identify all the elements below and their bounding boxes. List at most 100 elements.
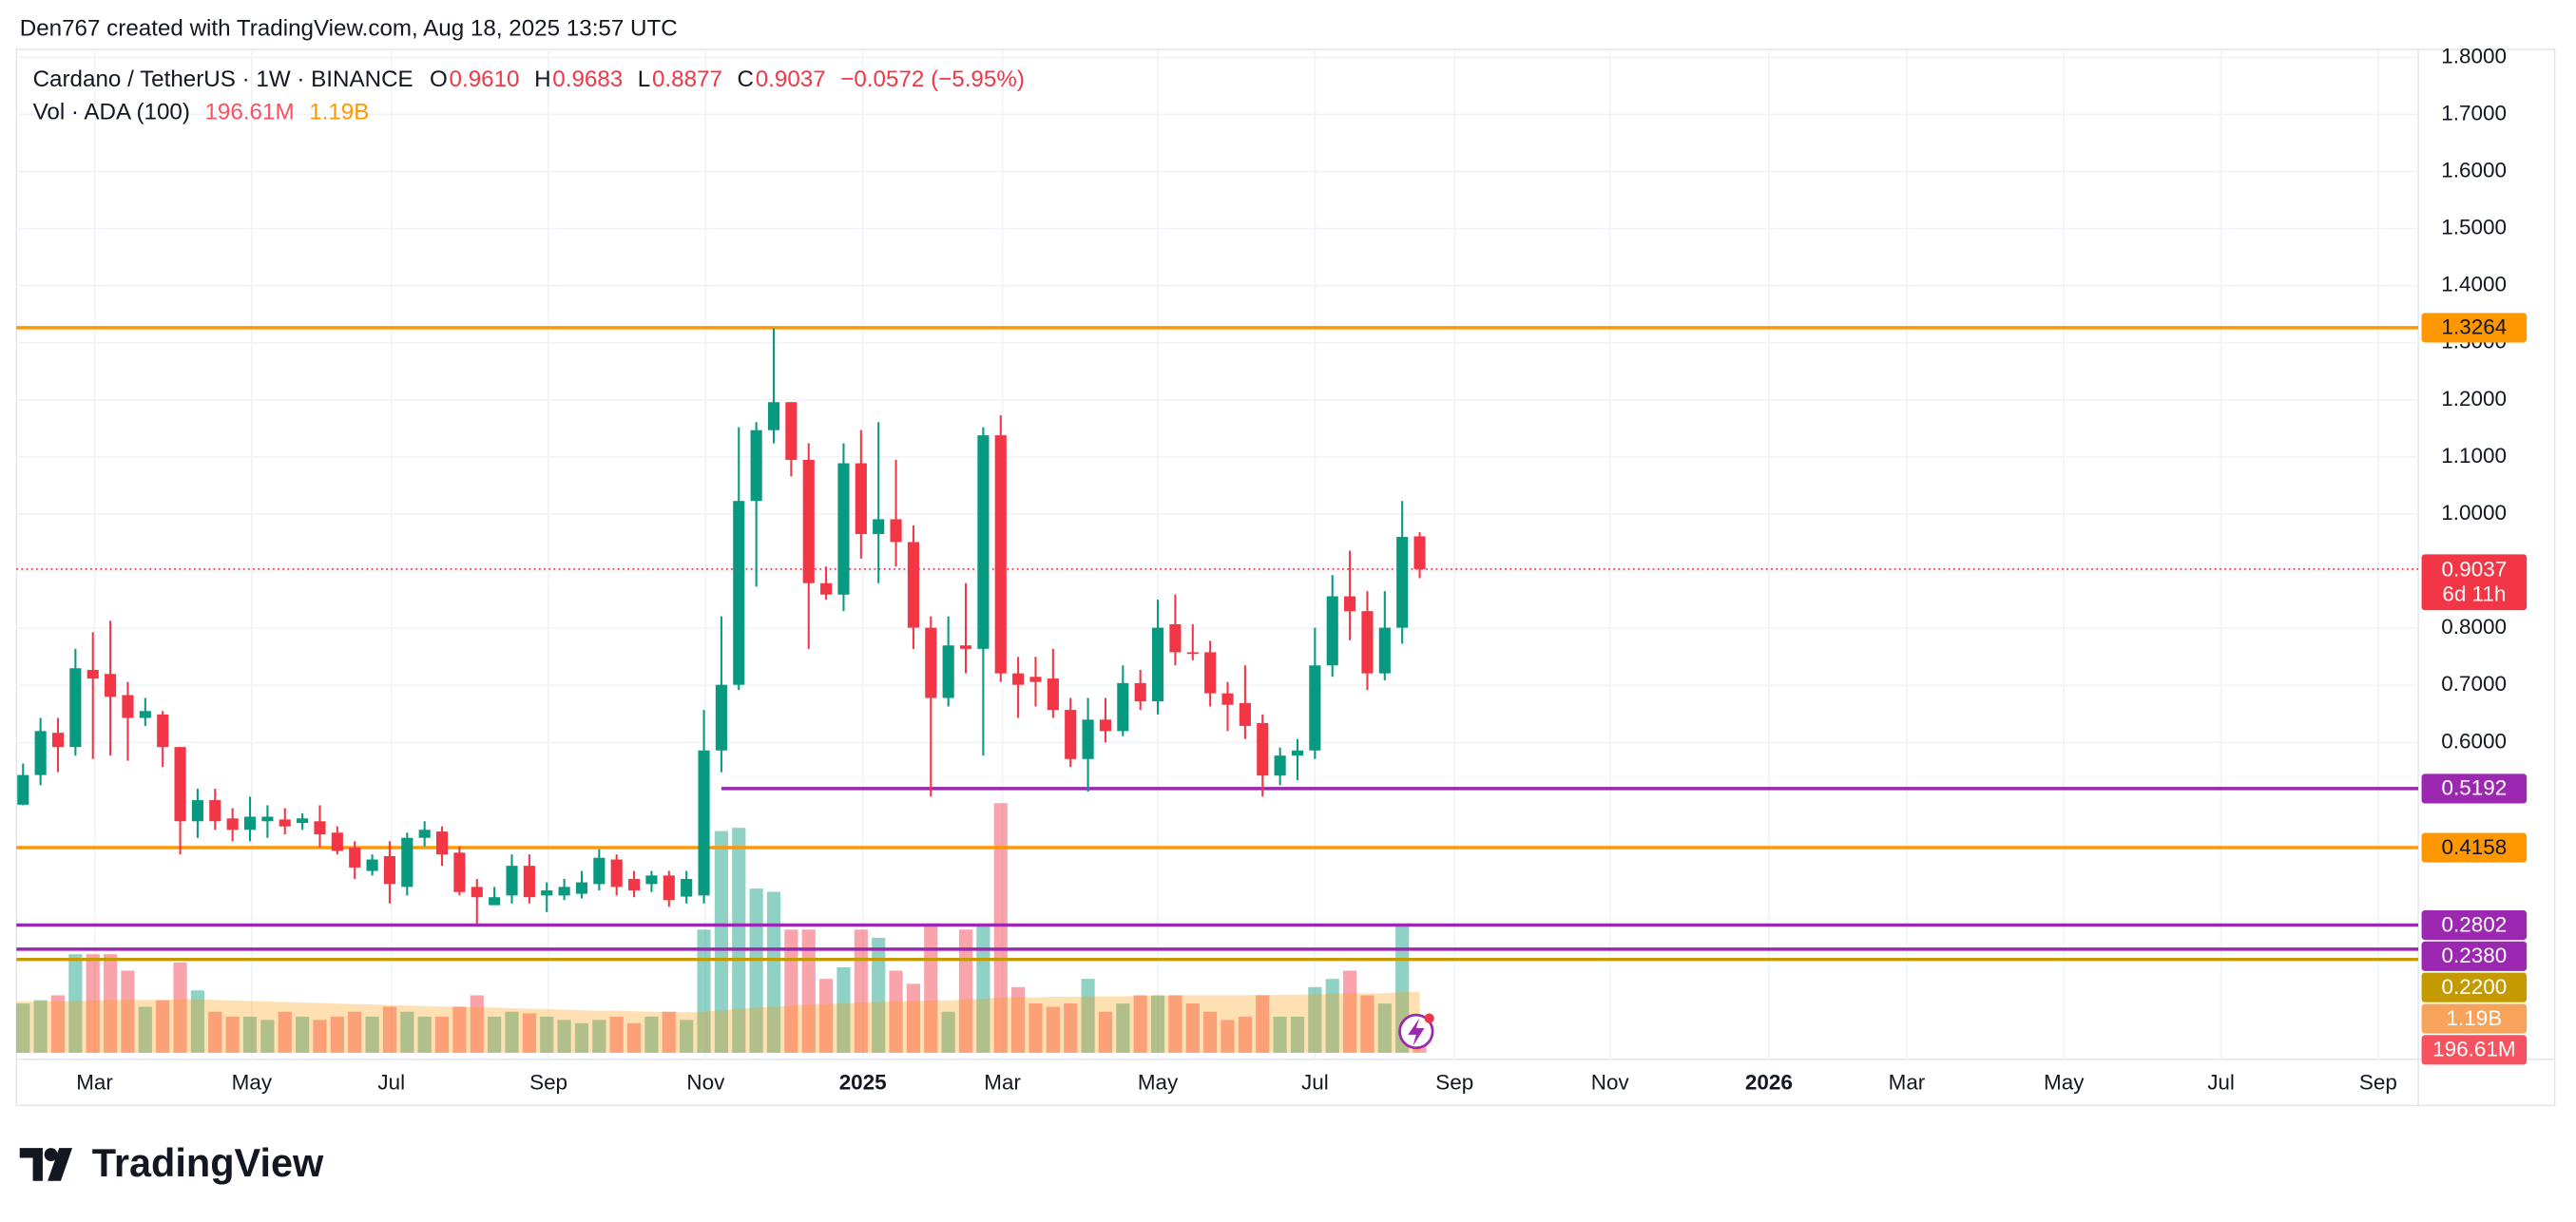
volume-bar [836,967,851,1053]
candle-body [1117,682,1129,732]
volume-bar [1133,995,1147,1053]
volume-bar [1273,1016,1287,1053]
volume-bar [452,1006,467,1053]
candle-body [174,747,186,822]
y-tick-label: 1.6000 [2441,158,2507,181]
y-tick-label: 1.0000 [2441,501,2507,525]
candle-body [593,857,606,885]
y-tick-label: 1.2000 [2441,387,2507,411]
volume-bar [766,891,781,1053]
candle-body [1309,665,1321,751]
volume-bar [732,828,746,1053]
x-tick-label: Mar [984,1071,1021,1095]
candle-body [645,875,658,885]
brand-name: TradingView [92,1140,324,1185]
candle-body [1291,750,1304,756]
volume-bar [400,1011,414,1053]
candle-body [1134,682,1146,702]
y-tick-label: 1.4000 [2441,273,2507,296]
candle-body [907,542,919,628]
axis-label-box [2421,972,2528,1002]
legend-ohlc-value: 0.9683 [552,67,623,92]
plot [16,326,2419,1053]
candle-body [1274,755,1286,776]
volume-bar [33,1000,48,1053]
volume-bar [1308,986,1322,1053]
y-tick-label: 0.8000 [2441,615,2507,639]
candle-body [1257,722,1269,776]
volume-bar [819,979,834,1053]
volume-bar [190,990,205,1053]
y-tick-label: 1.7000 [2441,101,2507,124]
volume-bar [872,937,886,1053]
axis-label: 0.5192 [2442,776,2508,800]
volume-bar [1028,1003,1043,1053]
candle-body [34,731,47,775]
candle-body [506,866,518,896]
candle-body [366,859,378,871]
y-tick-label: 1.8000 [2441,44,2507,67]
volume-bar [488,1016,502,1053]
candle-body [1065,710,1077,759]
candle-body [51,733,65,748]
candle-body [628,878,641,890]
legend-ohlc-key: H [534,67,550,92]
legend-ohlc-key: O [430,67,448,92]
candle-body [383,855,396,885]
volume-bar [889,970,903,1053]
brand-mark [19,1148,43,1181]
volume-bar [50,995,66,1053]
candle-body [994,435,1007,674]
candle-body [1047,678,1059,711]
axis-label: 0.4158 [2442,835,2508,859]
candle-body [750,430,762,502]
candle-body [401,837,413,888]
volume-bar [86,954,100,1053]
volume-bar [662,1011,676,1053]
candle-body [331,832,343,851]
x-tick-label: Jul [1301,1071,1329,1095]
candle-body [802,459,815,583]
candle-body [349,847,361,868]
axis-label-box [2421,1003,2528,1034]
volume-bar [1185,1003,1200,1053]
candle-body [226,818,239,831]
candle-body [715,684,727,751]
x-tick-label: Jul [2207,1071,2235,1095]
axis-label: 196.61M [2432,1038,2515,1061]
volume-bar [522,1013,536,1053]
x-tick-label: Mar [1889,1071,1926,1095]
candle-body [767,402,780,430]
candle-body [489,897,501,906]
volume-bar [121,970,135,1053]
candle-body [122,695,134,718]
legend-volume-ma: 1.19B [309,100,369,125]
candle-body [925,627,937,698]
volume-bar [557,1020,571,1053]
volume-bar [626,1022,642,1053]
volume-bar [1098,1011,1113,1053]
x-tick-label: Sep [529,1071,567,1095]
candle-body [261,816,274,822]
axis-label: 1.3264 [2442,315,2508,339]
volume-bar [138,1006,152,1053]
candle-body [890,519,902,543]
price-label: 0.9037 [2442,558,2508,582]
chart-frame [15,48,2556,1106]
volume-bar [365,1016,379,1053]
volume-bar [1342,970,1357,1053]
y-tick-label: 0.6000 [2441,729,2507,753]
x-tick-label: Sep [2359,1071,2397,1095]
x-tick-label: May [2044,1071,2085,1095]
volume-bar [609,1016,624,1053]
candle-body [959,645,972,649]
x-tick-label: Mar [76,1071,113,1095]
x-tick-label: May [1138,1071,1179,1095]
volume-bar [680,1020,694,1053]
legend-ohlc-value: 0.9610 [450,67,520,92]
candle-body [435,831,449,855]
candle-body [558,887,570,896]
volume-bar [1238,1016,1252,1053]
